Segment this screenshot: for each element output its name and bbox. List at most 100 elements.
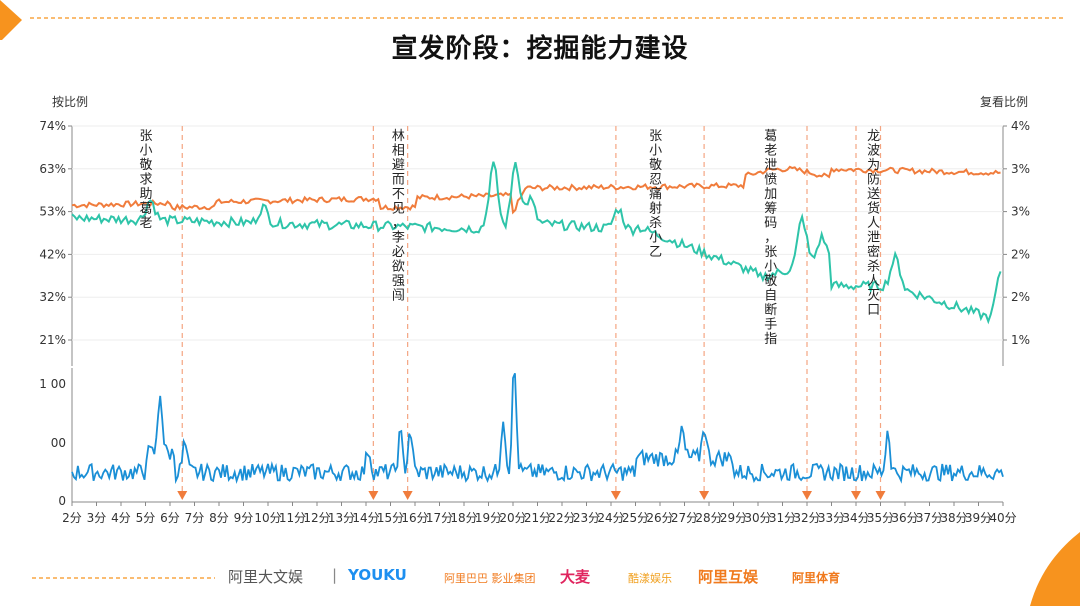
x-tick-label: 4分 <box>111 511 131 525</box>
bottom-right-corner-decoration <box>1030 532 1080 606</box>
annotation-char: 张 <box>649 129 662 144</box>
series-line-orange <box>71 165 1001 215</box>
event-marker <box>610 491 621 500</box>
annotation-char: 人 <box>867 216 880 231</box>
x-tick-label: 17分 <box>426 511 453 525</box>
annotation-char: 强 <box>392 274 405 289</box>
brand-kuyang: 酷漾娱乐 <box>628 572 672 585</box>
annotation-char: 波 <box>867 144 880 159</box>
annotation-char: 乙 <box>649 245 662 260</box>
x-tick-label: 35分 <box>867 511 894 525</box>
top-left-corner-decoration <box>0 0 22 40</box>
annotation-char: ， <box>764 231 777 246</box>
engagement-chart: 按比例 复看比例 74% 63% 53% 42% 32% 21% 4% 3% 3% 2% 2% 1% 1 0… <box>39 95 1030 525</box>
x-tick-label: 25分 <box>622 511 649 525</box>
left-tick-label: 21% <box>39 333 66 347</box>
annotation-char: 龙 <box>867 129 880 144</box>
annotation-char: 小 <box>649 144 662 159</box>
annotation-char: 为 <box>867 158 880 173</box>
annotation-char: 助 <box>139 187 152 202</box>
annotation-char: 指 <box>764 332 777 347</box>
annotation-char: 货 <box>867 201 880 217</box>
x-tick-label: 6分 <box>160 511 180 525</box>
bottom-tick-label: 0 <box>58 494 66 508</box>
right-tick-label: 3% <box>1011 162 1030 176</box>
left-tick-label: 74% <box>39 119 66 133</box>
annotation-char: 老 <box>139 216 152 231</box>
series-line-blue <box>71 372 1004 485</box>
annotation-char: 求 <box>139 173 152 188</box>
event-marker <box>699 491 710 500</box>
x-tick-label: 29分 <box>720 511 747 525</box>
annotation-char: 老 <box>764 144 777 159</box>
event-marker <box>402 491 413 500</box>
annotation-char: ， <box>392 216 405 231</box>
x-tick-label: 8分 <box>209 511 229 525</box>
annotation-char: 不 <box>392 187 405 202</box>
annotation-char: 手 <box>764 318 777 333</box>
annotation-char: 泄 <box>764 158 777 173</box>
x-tick-label: 30分 <box>744 511 771 525</box>
brand-damai: 大麦 <box>560 568 591 586</box>
annotation-char: 避 <box>392 158 405 173</box>
right-tick-label: 2% <box>1011 247 1030 261</box>
annotation-char: 灭 <box>867 289 880 304</box>
x-tick-label: 11分 <box>279 511 306 525</box>
brand-ali-wenyu: 阿里大文娱 <box>228 568 304 586</box>
annotation-char: 敬 <box>764 273 777 289</box>
annotation-char: 口 <box>867 303 880 318</box>
x-tick-label: 15分 <box>377 511 404 525</box>
x-tick-label: 36分 <box>891 511 918 525</box>
annotation-char: 小 <box>139 144 152 159</box>
left-tick-label: 53% <box>39 205 66 219</box>
event-marker <box>368 491 379 500</box>
x-tick-label: 32分 <box>793 511 820 525</box>
annotation-char: 小 <box>764 260 777 275</box>
annotation-char: 葛 <box>139 202 152 217</box>
annotation-char: 敬 <box>649 157 662 173</box>
x-tick-label: 40分 <box>989 511 1016 525</box>
event-marker <box>177 491 188 500</box>
x-tick-label: 14分 <box>352 511 379 525</box>
annotation-char: 送 <box>867 187 880 202</box>
x-tick-label: 18分 <box>450 511 477 525</box>
x-tick-label: 10分 <box>254 511 281 525</box>
annotation-char: 敬 <box>139 157 152 173</box>
right-tick-label: 3% <box>1011 205 1030 219</box>
brand-ali-huyu: 阿里互娱 <box>698 568 759 586</box>
y-axis-left-label: 按比例 <box>52 95 88 109</box>
series-line-teal <box>71 161 1002 325</box>
x-tick-label: 26分 <box>646 511 673 525</box>
annotation-char: 加 <box>764 187 777 202</box>
header-dashed-rule <box>30 17 1066 19</box>
annotation-char: 自 <box>764 289 777 304</box>
x-tick-label: 21分 <box>524 511 551 525</box>
annotation-char: 必 <box>392 245 405 260</box>
annotation-char: 林 <box>392 129 405 144</box>
left-tick-label: 32% <box>39 290 66 304</box>
annotation-char: 闯 <box>392 289 405 304</box>
annotation-char: 泄 <box>867 231 880 246</box>
annotation-char: 欲 <box>392 259 405 275</box>
event-marker <box>875 491 886 500</box>
x-tick-label: 27分 <box>671 511 698 525</box>
annotation-char: 射 <box>649 201 662 217</box>
annotation-char: 张 <box>139 129 152 144</box>
annotation-char: 见 <box>392 202 405 217</box>
x-tick-label: 37分 <box>916 511 943 525</box>
y-axis-right-label: 复看比例 <box>980 95 1028 109</box>
annotation-char: 愤 <box>764 173 777 188</box>
x-tick-label: 31分 <box>769 511 796 525</box>
x-tick-label: 5分 <box>136 511 156 525</box>
annotation-char: 而 <box>392 173 405 188</box>
event-marker <box>802 491 812 500</box>
x-tick-label: 16分 <box>401 511 428 525</box>
x-tick-label: 19分 <box>475 511 502 525</box>
annotation-char: 断 <box>764 303 777 318</box>
annotation-char: 杀 <box>867 260 880 275</box>
x-tick-label: 13分 <box>328 511 355 525</box>
bottom-tick-label: 00 <box>51 436 66 450</box>
annotation-char: 痛 <box>649 186 662 202</box>
annotation-char: 相 <box>392 144 405 159</box>
x-tick-label: 38分 <box>940 511 967 525</box>
